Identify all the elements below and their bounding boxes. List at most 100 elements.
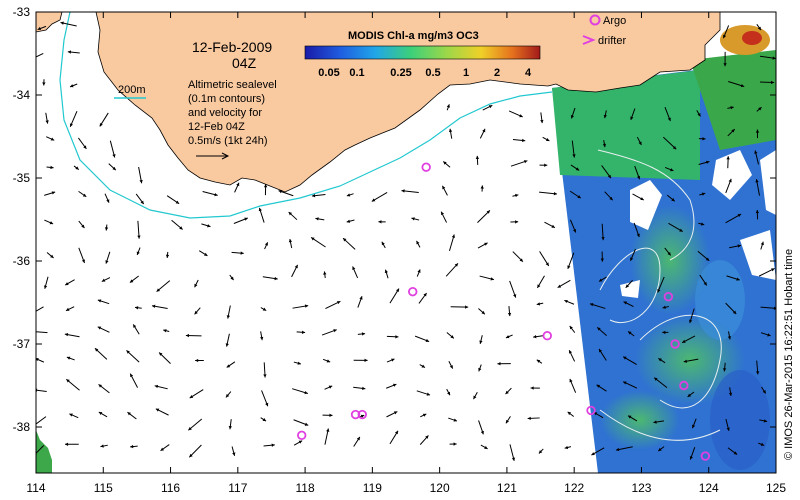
velocity-arrow-head [42, 82, 46, 86]
velocity-arrow-head [523, 160, 528, 164]
velocity-arrow-head [737, 214, 742, 218]
chlorophyll-swath [552, 25, 776, 473]
velocity-arrow-head [288, 239, 293, 243]
x-tick-label: 125 [766, 481, 786, 495]
velocity-arrow-head [453, 418, 458, 422]
velocity-arrow-head [75, 166, 79, 170]
velocity-arrow-head [638, 141, 642, 146]
velocity-arrow-head [625, 284, 630, 288]
altimetry-line-5: 0.5m/s (1kt 24h) [188, 135, 267, 147]
velocity-arrow-head [728, 392, 733, 396]
velocity-arrow-head [226, 364, 231, 368]
argo-float-marker [297, 430, 307, 440]
velocity-arrow-head [596, 384, 601, 388]
velocity-arrow-head [754, 150, 758, 154]
velocity-arrow-head [577, 195, 581, 199]
velocity-arrow-head [545, 138, 550, 141]
velocity-arrow-head [204, 252, 208, 256]
velocity-arrow-head [484, 242, 488, 246]
y-tick-label: -38 [13, 420, 31, 434]
velocity-arrow-head [465, 305, 469, 309]
velocity-arrow-head [130, 373, 134, 378]
velocity-arrow-head [133, 324, 137, 328]
velocity-arrow-head [336, 301, 341, 305]
velocity-arrow-head [482, 128, 486, 133]
velocity-arrow-head [723, 63, 727, 67]
velocity-arrow-head [417, 269, 421, 273]
colorbar-tick-label: 0.25 [390, 67, 411, 79]
colorbar-gradient [304, 45, 541, 60]
velocity-arrow-head [179, 226, 183, 230]
velocity-arrow-head [139, 179, 143, 184]
colorbar-title: MODIS Chl-a mg/m3 OC3 [348, 30, 479, 42]
velocity-arrow-head [244, 217, 248, 221]
velocity-arrow-head [391, 358, 395, 362]
velocity-arrow-head [304, 390, 308, 395]
velocity-arrow-head [697, 113, 701, 117]
velocity-arrow-head [32, 424, 35, 427]
argo-markers [297, 162, 711, 461]
velocity-arrow-head [160, 447, 165, 451]
velocity-arrow-head [757, 26, 761, 31]
velocity-arrow-head [104, 227, 109, 231]
velocity-arrow-head [31, 57, 34, 60]
argo-float-marker [421, 162, 431, 172]
velocity-arrow-head [564, 299, 568, 304]
velocity-arrow-head [416, 240, 420, 245]
argo-float-marker [700, 451, 711, 461]
chlorophyll-colorbar: MODIS Chl-a mg/m3 OC3 0.05 0.1 0.25 0.5 1 2 4 [304, 30, 541, 79]
velocity-arrow-head [323, 271, 327, 275]
velocity-arrow-head [473, 395, 477, 400]
velocity-arrow-head [538, 450, 543, 454]
velocity-arrow-head [136, 251, 140, 255]
velocity-arrow-head [364, 358, 368, 363]
y-tick-label: -34 [13, 88, 31, 102]
velocity-arrow-head [65, 307, 70, 311]
x-tick-label: 115 [94, 481, 113, 495]
colorbar-tick-label: 4 [525, 67, 532, 79]
velocity-arrow-head [228, 426, 232, 430]
velocity-arrow [36, 53, 44, 58]
velocity-arrow-head [728, 178, 732, 183]
contour-legend-label: 200m [118, 84, 146, 96]
velocity-arrow-head [572, 154, 576, 158]
velocity-arrow-head [597, 327, 601, 331]
velocity-arrow-head [758, 107, 762, 111]
velocity-arrow-head [49, 221, 54, 225]
velocity-arrow [36, 306, 44, 312]
velocity-arrow-head [189, 453, 193, 458]
velocity-arrow-head [484, 445, 488, 449]
argo-float-marker [663, 291, 674, 302]
velocity-arrow-head [401, 189, 405, 193]
velocity-arrow-head [658, 447, 662, 452]
argo-float-marker [670, 339, 680, 349]
velocity-arrow-head [362, 386, 366, 391]
velocity-arrow [36, 331, 48, 334]
velocity-arrow-head [311, 194, 316, 198]
velocity-arrow-head [497, 362, 501, 366]
velocity-arrow-head [194, 283, 198, 288]
x-tick-label: 117 [228, 481, 247, 495]
velocity-arrow-head [329, 413, 333, 417]
velocity-arrow-head [513, 294, 517, 298]
velocity-arrow-head [447, 391, 451, 396]
velocity-arrow-head [623, 356, 627, 360]
velocity-arrow-head [662, 305, 666, 309]
velocity-arrow-head [480, 185, 484, 189]
velocity-arrow-head [425, 338, 430, 343]
y-tick-label: -35 [13, 171, 31, 185]
velocity-arrow-head [262, 307, 267, 311]
velocity-arrow-head [453, 442, 457, 446]
velocity-arrow-head [486, 210, 490, 214]
velocity-arrow-head [81, 224, 85, 229]
velocity-arrow-head [740, 83, 745, 88]
argo-legend-marker [589, 14, 601, 26]
velocity-arrow-head [360, 414, 365, 418]
velocity-arrow-head [726, 427, 730, 431]
altimetry-line-1: Altimetric sealevel [188, 79, 277, 91]
argo-legend-label: Argo [603, 15, 626, 27]
y-tick-label: -33 [13, 5, 31, 19]
velocity-arrow-head [591, 452, 595, 456]
velocity-arrow-head [83, 145, 87, 149]
